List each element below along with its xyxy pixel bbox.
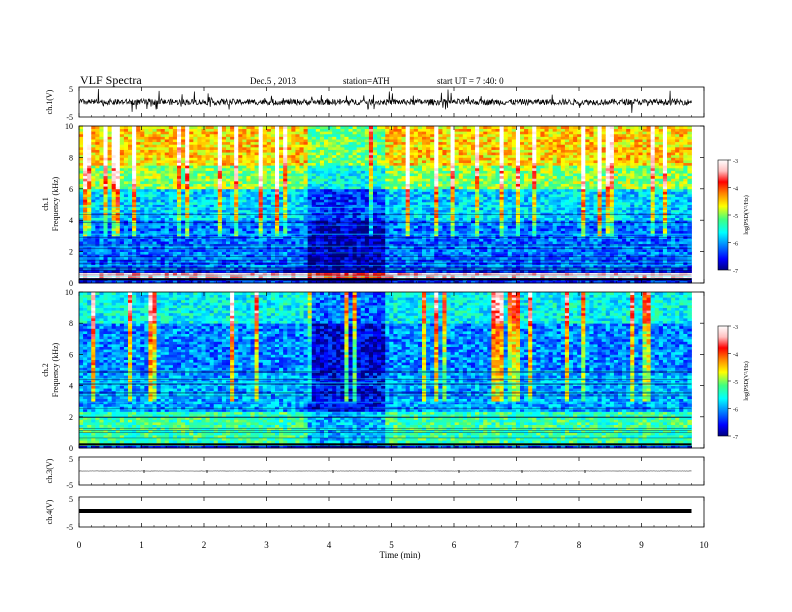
x-tick-label: 6 <box>452 540 457 550</box>
panel-ch1-spectrogram <box>78 125 705 284</box>
x-tick-label: 7 <box>514 540 519 550</box>
colorbar-tick-label: -3 <box>733 159 738 165</box>
colorbar-tick-label: -7 <box>733 269 738 275</box>
colorbar-tick-label: -6 <box>733 242 738 248</box>
colorbar-ch1: -3 -4 -5 -6 -7 log(PSD(V²/Hz) <box>717 159 750 275</box>
y-tick-label: 5 <box>69 85 73 94</box>
x-tick-label: 0 <box>77 540 82 550</box>
y-tick-label: 2 <box>69 248 73 257</box>
y-tick-label: -5 <box>66 113 73 122</box>
station-label: station=ATH <box>343 76 390 86</box>
colorbar-tick-label: -5 <box>733 214 738 220</box>
ch2-spectrogram-channel-label: ch.2 <box>41 363 50 377</box>
y-tick-label: 5 <box>69 495 73 504</box>
y-tick-label: 4 <box>69 382 73 391</box>
colorbar-ch2-label: log(PSD(V²/Hz) <box>743 361 750 400</box>
y-tick-label: 8 <box>69 153 73 162</box>
panel-ch3-waveform <box>78 456 705 486</box>
y-tick-label: 0 <box>69 444 73 453</box>
colorbar-tick-label: -4 <box>733 187 738 193</box>
ch1-spectrogram-ylabel: Frequency (kHz) <box>51 176 60 231</box>
y-tick-label: 0 <box>69 279 73 288</box>
panel-ch1-waveform <box>78 86 705 118</box>
panel-ch4-waveform <box>78 496 705 528</box>
y-tick-label: 10 <box>65 288 73 297</box>
y-tick-label: -5 <box>66 523 73 532</box>
ch2-spectrogram-ylabel: Frequency (kHz) <box>51 342 60 397</box>
y-tick-label: 8 <box>69 319 73 328</box>
ch1-spectrogram-channel-label: ch.1 <box>41 197 50 211</box>
ch3-waveform-ylabel: ch.3(V) <box>45 458 54 483</box>
x-tick-label: 3 <box>264 540 269 550</box>
colorbar-ch1-label: log(PSD(V²/Hz) <box>743 195 750 234</box>
y-tick-label: 6 <box>69 185 73 194</box>
ch1-waveform-ylabel: ch.1(V) <box>45 89 54 114</box>
colorbar-tick-label: -4 <box>733 353 738 359</box>
start-time-label: start UT = 7 :40: 0 <box>437 76 504 86</box>
figure-title: VLF Spectra <box>80 73 142 87</box>
ch4-waveform-ylabel: ch.4(V) <box>45 499 54 524</box>
y-tick-label: 10 <box>65 122 73 131</box>
y-tick-label: 5 <box>69 455 73 464</box>
x-tick-label: 10 <box>700 540 710 550</box>
panel-ch2-spectrogram <box>78 291 705 449</box>
y-tick-label: 6 <box>69 350 73 359</box>
x-tick-label: 8 <box>577 540 582 550</box>
y-tick-label: -5 <box>66 481 73 490</box>
colorbar-tick-label: -6 <box>733 408 738 414</box>
colorbar-ch2: -3 -4 -5 -6 -7 log(PSD(V²/Hz) <box>717 325 750 441</box>
x-tick-label: 2 <box>202 540 207 550</box>
colorbar-tick-label: -5 <box>733 380 738 386</box>
x-tick-label: 5 <box>389 540 394 550</box>
x-axis-label: Time (min) <box>380 550 421 560</box>
x-tick-label: 1 <box>139 540 144 550</box>
y-tick-label: 4 <box>69 216 73 225</box>
x-tick-label: 4 <box>327 540 332 550</box>
date-label: Dec.5 , 2013 <box>250 76 296 86</box>
x-tick-label: 9 <box>639 540 644 550</box>
y-tick-label: 2 <box>69 413 73 422</box>
colorbar-tick-label: -3 <box>733 325 738 331</box>
colorbar-tick-label: -7 <box>733 435 738 441</box>
